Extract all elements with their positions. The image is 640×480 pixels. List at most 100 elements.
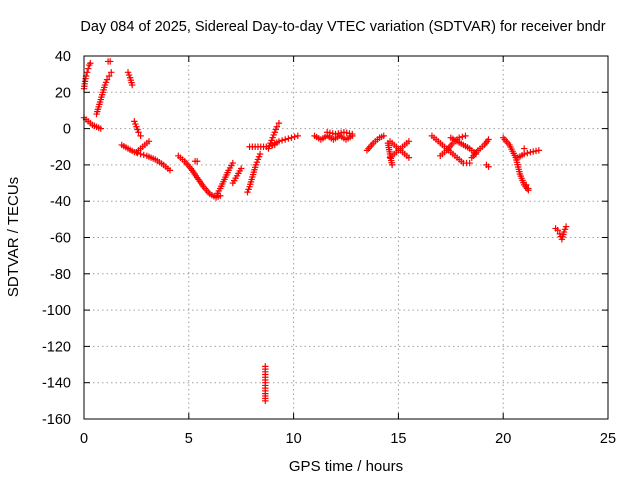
data-point bbox=[135, 129, 142, 136]
data-segment bbox=[80, 60, 94, 92]
data-segment bbox=[133, 138, 153, 156]
data-point bbox=[335, 130, 342, 137]
data-point bbox=[282, 136, 289, 143]
data-point bbox=[466, 159, 473, 167]
data-point bbox=[105, 72, 113, 80]
data-point bbox=[380, 132, 387, 140]
data-point bbox=[523, 181, 530, 189]
x-tick-label: 0 bbox=[80, 431, 88, 447]
data-segment bbox=[363, 132, 387, 154]
data-point bbox=[520, 150, 528, 158]
data-point bbox=[530, 148, 537, 155]
data-point bbox=[485, 136, 492, 143]
y-tick-label: -140 bbox=[42, 376, 71, 392]
data-point bbox=[84, 65, 92, 72]
x-tick-label: 10 bbox=[286, 431, 302, 447]
y-tick-label: 40 bbox=[55, 49, 71, 65]
data-point bbox=[323, 129, 331, 136]
y-tick-label: -160 bbox=[42, 412, 71, 428]
data-point bbox=[332, 130, 339, 138]
data-point bbox=[343, 129, 350, 137]
data-segment bbox=[118, 141, 174, 174]
data-segment bbox=[514, 147, 543, 161]
data-point bbox=[326, 129, 334, 137]
data-point bbox=[87, 60, 94, 67]
y-tick-label: -80 bbox=[50, 267, 71, 283]
data-segment bbox=[483, 161, 492, 170]
data-point bbox=[527, 148, 534, 156]
data-point bbox=[554, 227, 561, 234]
y-tick-label: -60 bbox=[50, 231, 71, 247]
data-point bbox=[108, 69, 115, 76]
data-point bbox=[238, 165, 245, 172]
data-point bbox=[107, 58, 114, 65]
y-tick-label: -40 bbox=[50, 194, 71, 210]
data-point bbox=[129, 81, 136, 89]
x-tick-label: 15 bbox=[390, 431, 406, 447]
data-point bbox=[288, 134, 295, 141]
data-point bbox=[275, 138, 283, 145]
data-point bbox=[140, 151, 147, 159]
data-segment bbox=[229, 165, 245, 187]
data-point bbox=[329, 130, 336, 137]
data-point bbox=[83, 69, 91, 76]
data-point bbox=[520, 145, 528, 152]
data-segment bbox=[523, 181, 532, 192]
y-tick-label: -20 bbox=[50, 158, 71, 174]
data-segment bbox=[500, 134, 532, 194]
data-point bbox=[97, 125, 104, 132]
data-segment bbox=[269, 132, 301, 149]
x-axis-label: GPS time / hours bbox=[289, 458, 403, 475]
x-tick-label: 25 bbox=[600, 431, 616, 447]
data-point bbox=[405, 154, 413, 161]
data-point bbox=[349, 130, 356, 138]
data-point bbox=[229, 159, 237, 167]
data-point bbox=[294, 132, 301, 140]
data-point bbox=[337, 129, 345, 137]
data-point bbox=[278, 137, 286, 144]
data-points bbox=[80, 58, 570, 405]
data-segment bbox=[468, 136, 492, 161]
data-point bbox=[459, 133, 466, 140]
data-segment bbox=[191, 158, 201, 165]
data-segment bbox=[311, 132, 356, 143]
y-tick-label: 20 bbox=[55, 85, 71, 101]
data-point bbox=[262, 363, 269, 370]
data-point bbox=[275, 119, 283, 127]
data-point bbox=[291, 133, 298, 140]
y-axis-label: SDTVAR / TECUs bbox=[5, 177, 22, 297]
data-point bbox=[346, 130, 353, 137]
grid-lines bbox=[84, 56, 608, 419]
data-point bbox=[256, 150, 264, 158]
data-segment bbox=[104, 58, 114, 65]
data-point bbox=[405, 138, 413, 145]
x-tick-label: 20 bbox=[495, 431, 511, 447]
data-point bbox=[137, 132, 144, 140]
data-point bbox=[485, 163, 492, 170]
data-point bbox=[103, 76, 111, 83]
data-segment bbox=[131, 118, 144, 140]
data-segment bbox=[93, 69, 115, 118]
data-point bbox=[340, 129, 348, 136]
data-segment bbox=[552, 223, 570, 243]
data-segment bbox=[244, 150, 264, 196]
chart-title: Day 084 of 2025, Sidereal Day-to-day VTE… bbox=[80, 19, 605, 35]
y-tick-label: -100 bbox=[42, 303, 71, 319]
data-segment bbox=[323, 129, 356, 138]
data-point bbox=[166, 167, 174, 174]
data-segment bbox=[212, 159, 237, 199]
data-segment bbox=[262, 363, 269, 405]
x-tick-label: 5 bbox=[185, 431, 193, 447]
y-tick-label: -120 bbox=[42, 339, 71, 355]
data-point bbox=[273, 123, 281, 130]
axis-ticks: 0 5 10 15 20 25 -160 -140 -120 -100 -80 -60 -40 -20 0 2… bbox=[42, 49, 616, 447]
data-segment bbox=[386, 138, 413, 161]
data-point bbox=[193, 158, 201, 165]
data-segment bbox=[520, 145, 528, 152]
data-point bbox=[525, 185, 532, 192]
data-point bbox=[145, 138, 153, 145]
data-point bbox=[462, 132, 469, 140]
data-segment bbox=[428, 132, 473, 167]
y-tick-label: 0 bbox=[63, 122, 71, 138]
